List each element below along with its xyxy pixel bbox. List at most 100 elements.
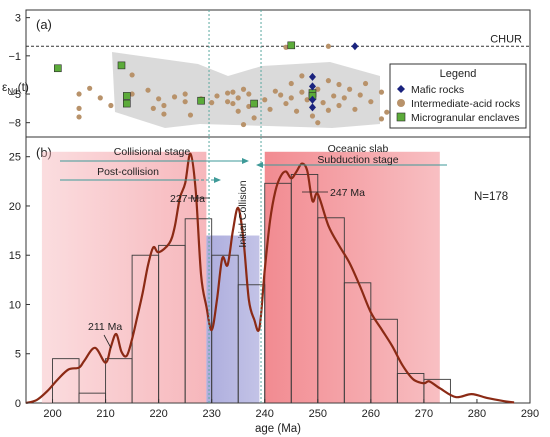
- point-intermediate: [262, 97, 268, 103]
- point-intermediate: [352, 106, 358, 112]
- x-tick-label: 270: [415, 408, 433, 420]
- point-intermediate: [161, 102, 167, 109]
- panel-a-label: (a): [36, 17, 52, 32]
- peak-label-247: 247 Ma: [330, 187, 365, 199]
- peak-label-211: 211 Ma: [88, 321, 122, 333]
- point-intermediate: [161, 111, 167, 117]
- legend: Legend Mafic rocks Intermediate-acid roc…: [389, 63, 527, 129]
- point-intermediate: [235, 108, 241, 114]
- point-intermediate: [246, 103, 252, 110]
- stage-annotations: Collisional stage Post-collision Oceanic…: [60, 143, 447, 183]
- x-axis-ticks: 200 210 220 230 240 250 260 270 280 290: [43, 399, 539, 420]
- point-enclave: [123, 92, 131, 100]
- point-intermediate: [283, 100, 289, 107]
- collisional-arrowhead: [242, 158, 249, 164]
- point-intermediate: [246, 91, 252, 97]
- x-tick-label: 290: [521, 408, 539, 420]
- point-intermediate: [235, 95, 241, 101]
- point-intermediate: [283, 44, 289, 50]
- x-tick-label: 240: [256, 408, 274, 420]
- point-intermediate: [293, 108, 300, 114]
- point-intermediate: [171, 94, 178, 100]
- y-tick-label: 15: [9, 250, 21, 262]
- x-tick-label: 250: [309, 408, 327, 420]
- panel-a: (a) 3 −1 −5 −8 εNd(t) CHUR Legend Mafic roc…: [2, 9, 531, 138]
- point-mafic: [308, 82, 316, 91]
- x-tick-label: 200: [43, 408, 61, 420]
- point-intermediate: [230, 100, 236, 107]
- legend-mafic-label: Mafic rocks: [411, 84, 464, 96]
- histogram-bar: [423, 378, 451, 404]
- point-intermediate: [336, 102, 342, 109]
- peak-labels: 227 Ma 211 Ma 247 Ma: [88, 187, 365, 349]
- legend-intermediate-label: Intermediate-acid rocks: [411, 98, 520, 110]
- legend-frame: [389, 63, 527, 129]
- peak-label-227: 227 Ma: [170, 193, 205, 205]
- x-tick-label: 260: [362, 408, 380, 420]
- probability-curve: [25, 152, 515, 405]
- point-intermediate: [288, 95, 294, 101]
- oceanic-slab-label: Oceanic slab: [328, 143, 389, 155]
- point-intermediate: [182, 99, 188, 105]
- point-intermediate: [278, 92, 284, 98]
- legend-title: Legend: [440, 68, 477, 80]
- shaded-regions: [41, 151, 440, 403]
- y-tick-label: 20: [9, 201, 21, 213]
- point-intermediate: [76, 91, 82, 97]
- legend-mafic-marker: [397, 85, 405, 93]
- x-tick-label: 220: [149, 408, 167, 420]
- y-tick-label: 0: [15, 398, 21, 410]
- subduction-stage-label: Subduction stage: [317, 154, 398, 166]
- point-intermediate: [182, 91, 188, 97]
- point-intermediate: [129, 72, 135, 78]
- histogram-bar: [52, 358, 80, 404]
- point-mafic: [308, 72, 316, 81]
- legend-enclave-marker: [396, 112, 406, 122]
- point-intermediate: [145, 87, 151, 93]
- point-intermediate: [251, 115, 257, 121]
- panel-a-y-label: εNd(t): [2, 80, 29, 96]
- legend-enclave-label: Microgranular enclaves: [411, 112, 520, 124]
- point-intermediate: [299, 73, 305, 79]
- epsilon-label: εNd(t): [2, 80, 29, 96]
- point-intermediate: [230, 89, 236, 95]
- legend-intermediate-marker: [397, 99, 405, 107]
- n-annotation: N=178: [474, 191, 508, 203]
- point-intermediate: [108, 102, 114, 109]
- a-y-tick-label: −8: [8, 118, 21, 130]
- point-mafic: [351, 42, 359, 51]
- shaded-region-collisional: [41, 151, 207, 403]
- y-tick-label: 25: [9, 152, 21, 164]
- point-mafic: [308, 95, 316, 104]
- panel-b: (b) Collisional stage Post-collision Oce…: [9, 136, 539, 435]
- point-intermediate: [240, 86, 247, 92]
- point-intermediate: [357, 92, 363, 98]
- point-intermediate: [325, 107, 331, 113]
- initial-collision-label: Initial Collision: [237, 180, 249, 247]
- y-tick-label: 10: [9, 299, 21, 311]
- point-intermediate: [187, 112, 194, 118]
- y-tick-label: 5: [15, 349, 21, 361]
- point-intermediate: [267, 106, 273, 112]
- point-intermediate: [129, 91, 135, 97]
- point-intermediate: [320, 100, 326, 106]
- a-y-tick-label: −1: [8, 51, 21, 63]
- point-intermediate: [325, 78, 331, 84]
- point-enclave: [250, 99, 258, 108]
- point-intermediate: [347, 86, 353, 92]
- point-intermediate: [309, 113, 316, 119]
- a-y-tick-label: 3: [15, 13, 21, 25]
- subduction-arrowhead: [256, 162, 263, 168]
- point-intermediate: [97, 95, 103, 101]
- point-intermediate: [336, 81, 342, 88]
- point-intermediate: [315, 120, 321, 126]
- point-intermediate: [225, 99, 231, 105]
- point-enclave: [197, 96, 205, 105]
- point-intermediate: [299, 89, 305, 95]
- shaded-region-subduction: [264, 151, 440, 403]
- y-axis-ticks: 0 5 10 15 20 25: [9, 152, 30, 410]
- point-intermediate: [240, 121, 247, 128]
- point-intermediate: [378, 116, 385, 122]
- point-intermediate: [209, 100, 215, 106]
- point-enclave: [54, 64, 62, 73]
